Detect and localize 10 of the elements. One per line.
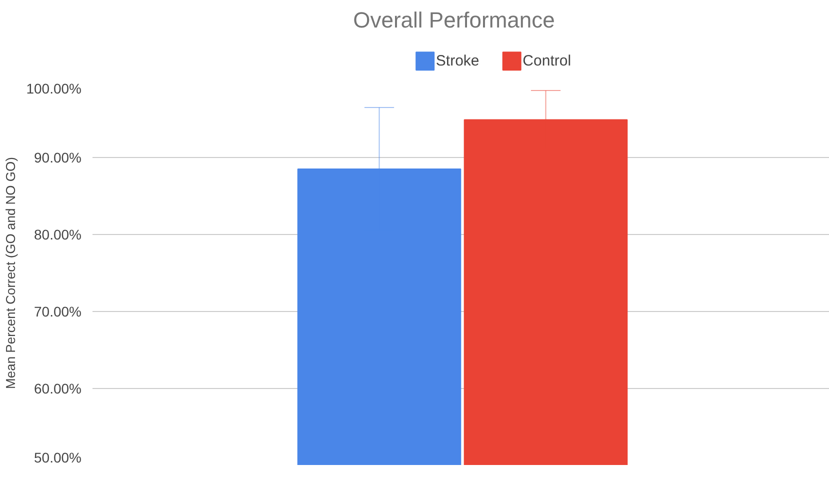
y-axis-title: Mean Percent Correct (GO and NO GO) xyxy=(3,157,18,389)
chart-title: Overall Performance xyxy=(353,8,555,32)
y-tick-label: 90.00% xyxy=(34,150,82,166)
y-tick-label: 70.00% xyxy=(34,304,82,320)
legend-label: Stroke xyxy=(436,52,480,70)
y-tick-label: 100.00% xyxy=(26,80,82,96)
y-tick-label: 80.00% xyxy=(34,226,82,242)
y-tick-label: 60.00% xyxy=(34,380,82,396)
legend-label: Control xyxy=(522,52,572,70)
y-tick-label: 50.00% xyxy=(34,450,82,466)
